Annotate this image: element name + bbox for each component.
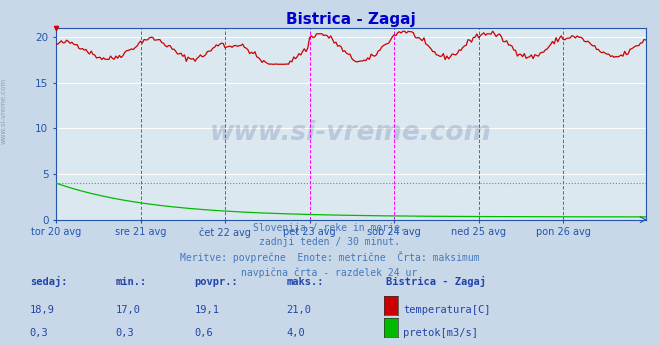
Text: 19,1: 19,1: [194, 305, 219, 315]
Text: maks.:: maks.:: [287, 277, 324, 288]
Text: min.:: min.:: [115, 277, 146, 288]
Text: pretok[m3/s]: pretok[m3/s]: [403, 328, 478, 338]
Text: www.si-vreme.com: www.si-vreme.com: [0, 78, 7, 144]
Text: Slovenija / reke in morje.
zadnji teden / 30 minut.
Meritve: povprečne  Enote: m: Slovenija / reke in morje. zadnji teden …: [180, 223, 479, 277]
Text: 0,3: 0,3: [115, 328, 134, 338]
Text: 18,9: 18,9: [30, 305, 55, 315]
Text: 0,3: 0,3: [30, 328, 48, 338]
Text: povpr.:: povpr.:: [194, 277, 238, 288]
Text: Bistrica - Zagaj: Bistrica - Zagaj: [386, 276, 486, 288]
Text: sedaj:: sedaj:: [30, 276, 67, 288]
Text: temperatura[C]: temperatura[C]: [403, 305, 491, 315]
Text: www.si-vreme.com: www.si-vreme.com: [210, 120, 492, 146]
Text: 17,0: 17,0: [115, 305, 140, 315]
Title: Bistrica - Zagaj: Bistrica - Zagaj: [286, 11, 416, 27]
Text: 0,6: 0,6: [194, 328, 213, 338]
Text: 4,0: 4,0: [287, 328, 305, 338]
Text: 21,0: 21,0: [287, 305, 312, 315]
